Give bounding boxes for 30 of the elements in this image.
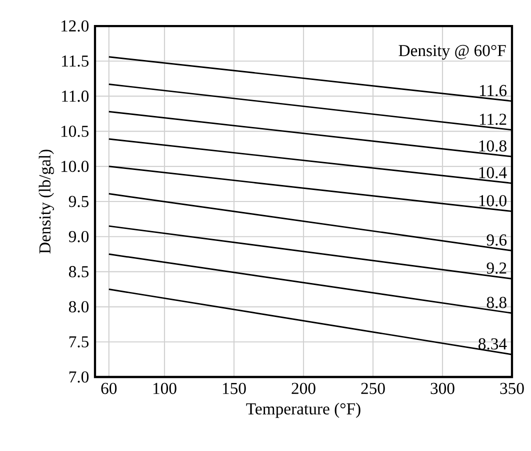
- y-tick-label: 11.0: [62, 90, 89, 102]
- series-label: 9.6: [486, 234, 507, 246]
- y-tick-label: 7.0: [69, 371, 89, 383]
- y-tick-label: 8.0: [68, 301, 89, 312]
- series-label: 11.6: [480, 84, 507, 96]
- series-label: 9.2: [486, 262, 506, 274]
- y-tick-label: 7.5: [69, 336, 89, 348]
- series-label: 10.0: [479, 195, 506, 206]
- x-tick-label: 250: [361, 382, 385, 394]
- legend-title: Density @ 60°F: [398, 44, 506, 60]
- x-tick-label: 350: [500, 382, 524, 394]
- y-tick-label: 10.5: [61, 126, 89, 137]
- x-tick-label: 150: [222, 382, 246, 394]
- x-tick-label: 60: [101, 382, 117, 394]
- y-tick-label: 9.0: [68, 230, 89, 242]
- x-tick-label: 200: [292, 382, 316, 394]
- series-label: 10.8: [479, 140, 506, 152]
- y-axis-title: Density (lb/gal): [38, 150, 54, 254]
- y-tick-label: 8.5: [68, 266, 89, 278]
- series-label: 8.34: [478, 338, 507, 350]
- y-tick-label: 9.5: [68, 196, 89, 208]
- x-tick-label: 300: [430, 382, 454, 394]
- x-tick-label: 100: [153, 382, 176, 394]
- series-label: 11.2: [480, 114, 506, 125]
- series-label: 8.8: [486, 296, 506, 308]
- y-tick-label: 10.0: [61, 160, 89, 172]
- series-label: 10.4: [479, 167, 507, 178]
- y-tick-label: 12.0: [61, 20, 89, 32]
- y-tick-label: 11.5: [62, 55, 89, 67]
- x-axis-title: Temperature (°F): [246, 402, 360, 418]
